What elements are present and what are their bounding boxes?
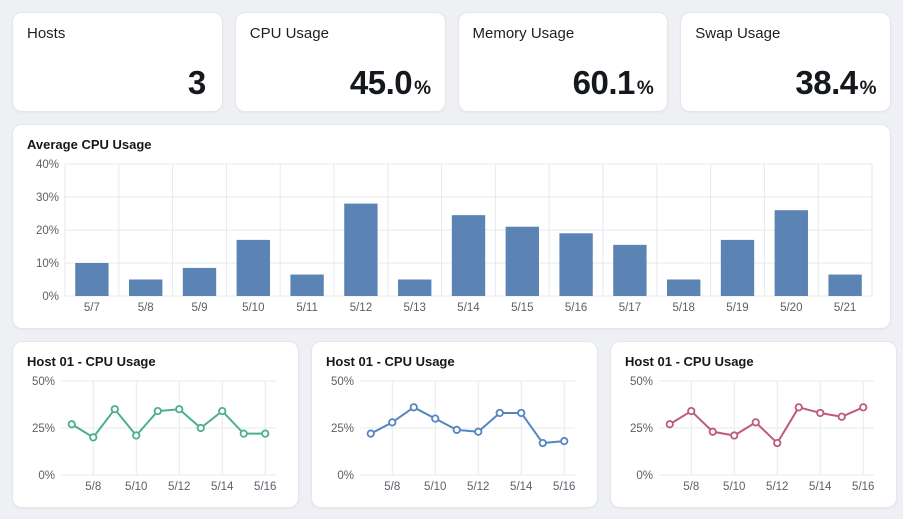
stat-unit: % [859,78,877,99]
svg-text:0%: 0% [42,291,59,303]
average-cpu-usage-bar-chart: 0% 10% 20% 30% 40% 5/7 5/8 5/9 5/10 5/11 5/12 5/13 5… [36,159,873,314]
stat-label-memory: Memory Usage [472,25,575,42]
svg-text:5/10: 5/10 [242,302,264,314]
svg-text:5/8: 5/8 [85,481,101,493]
svg-text:50%: 50% [331,376,354,388]
svg-text:5/18: 5/18 [673,302,695,314]
svg-text:25%: 25% [331,423,354,435]
svg-text:5/20: 5/20 [780,302,802,314]
stat-number: 38.4 [795,64,858,101]
svg-text:5/16: 5/16 [553,481,575,493]
host-01-cpu-line-chart-red: 0% 25% 50% 5/8 5/10 5/12 5/14 5/16 [630,376,874,493]
stat-label-hosts: Hosts [27,25,66,42]
svg-text:5/10: 5/10 [125,481,147,493]
svg-text:50%: 50% [630,376,653,388]
svg-text:5/14: 5/14 [809,481,832,493]
svg-text:5/15: 5/15 [511,302,533,314]
svg-text:5/21: 5/21 [834,302,856,314]
svg-text:5/17: 5/17 [619,302,641,314]
stat-number: 60.1 [572,64,636,101]
svg-text:30%: 30% [36,192,59,204]
host-01-cpu-card-2: Host 01 - CPU Usage 0% 25% 50% 5/8 5/10 5/12 5… [311,341,598,508]
stat-card-hosts: Hosts 3 [12,12,223,112]
svg-text:5/16: 5/16 [565,302,587,314]
svg-text:5/8: 5/8 [384,481,400,493]
stat-card-swap-usage: Swap Usage 38.4% [680,12,891,112]
stat-value-hosts: 3 [27,66,208,99]
svg-text:0%: 0% [38,470,55,482]
host-charts-row: Host 01 - CPU Usage 0% 25% 50% 5/8 5/10 5/12 5… [12,341,897,508]
chart-title-host-01-c: Host 01 - CPU Usage [625,354,754,369]
stat-value-memory: 60.1% [473,66,654,99]
svg-text:5/13: 5/13 [404,302,426,314]
stat-unit: % [636,78,654,99]
svg-text:5/12: 5/12 [350,302,372,314]
svg-text:20%: 20% [36,225,59,237]
host-01-cpu-card-1: Host 01 - CPU Usage 0% 25% 50% 5/8 5/10 5/12 5… [12,341,299,508]
svg-text:5/10: 5/10 [723,481,745,493]
svg-text:25%: 25% [32,423,55,435]
svg-text:0%: 0% [337,470,354,482]
svg-text:25%: 25% [630,423,653,435]
average-cpu-usage-card: Average CPU Usage 0% 10% 20% 30% 40% 5/7 5/8 5/… [12,124,891,329]
svg-text:5/8: 5/8 [138,302,154,314]
stat-value-swap: 38.4% [695,66,876,99]
svg-text:5/14: 5/14 [457,302,480,314]
svg-text:5/19: 5/19 [726,302,748,314]
svg-text:50%: 50% [32,376,55,388]
host-01-cpu-line-chart-green: 0% 25% 50% 5/8 5/10 5/12 5/14 5/16 [32,376,276,493]
stat-unit: % [414,78,431,99]
chart-title-host-01-a: Host 01 - CPU Usage [27,354,156,369]
chart-title-average-cpu: Average CPU Usage [27,137,152,152]
svg-text:5/10: 5/10 [424,481,446,493]
svg-text:5/14: 5/14 [211,481,234,493]
svg-text:10%: 10% [36,258,59,270]
svg-text:5/8: 5/8 [683,481,699,493]
svg-text:0%: 0% [636,470,653,482]
stat-number: 45.0 [349,64,413,101]
stat-number: 3 [187,64,206,101]
host-01-cpu-card-3: Host 01 - CPU Usage 0% 25% 50% 5/8 5/10 5/12 5… [610,341,897,508]
svg-text:5/12: 5/12 [168,481,190,493]
svg-text:5/9: 5/9 [192,302,208,314]
svg-text:5/16: 5/16 [254,481,276,493]
svg-text:40%: 40% [36,159,59,171]
stat-label-cpu: CPU Usage [249,25,329,42]
svg-text:5/12: 5/12 [467,481,489,493]
stat-label-swap: Swap Usage [695,25,781,42]
svg-text:5/16: 5/16 [852,481,874,493]
svg-text:5/14: 5/14 [510,481,533,493]
stat-card-memory-usage: Memory Usage 60.1% [457,12,669,112]
svg-text:5/7: 5/7 [84,302,100,314]
stat-cards-row: Hosts 3 CPU Usage 45.0% Memory Usage 60.… [12,12,891,112]
stat-card-cpu-usage: CPU Usage 45.0% [234,12,446,112]
stat-value-cpu: 45.0% [250,66,431,99]
svg-text:5/12: 5/12 [766,481,788,493]
svg-text:5/11: 5/11 [296,302,318,314]
chart-title-host-01-b: Host 01 - CPU Usage [326,354,455,369]
host-01-cpu-line-chart-blue: 0% 25% 50% 5/8 5/10 5/12 5/14 5/16 [331,376,575,493]
